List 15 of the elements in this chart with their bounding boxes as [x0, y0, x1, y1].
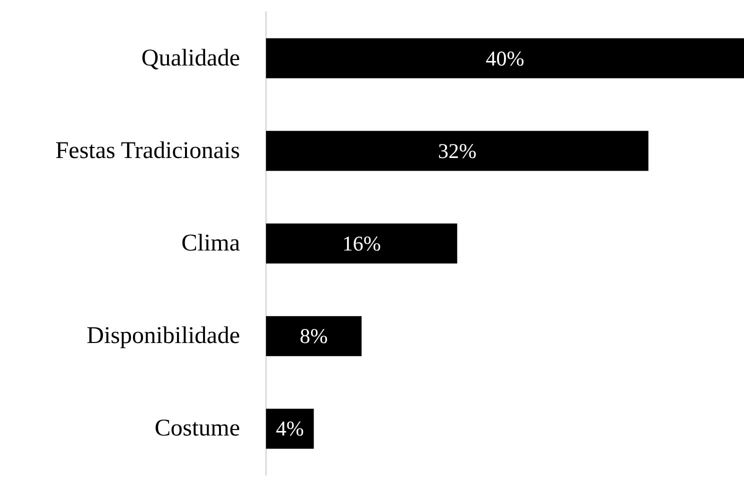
data-label: 16% — [342, 232, 381, 256]
bar — [266, 224, 458, 264]
data-label: 32% — [438, 138, 476, 163]
bar — [266, 38, 744, 78]
data-label: 40% — [486, 46, 524, 70]
bar — [266, 316, 362, 356]
bar — [266, 408, 314, 449]
y-tick-label: Festas Tradicionais — [55, 138, 240, 164]
bar — [266, 130, 648, 171]
data-label: 4% — [276, 416, 304, 441]
data-label: 8% — [300, 324, 328, 348]
y-tick-label: Disponibilidade — [86, 323, 240, 350]
y-tick-label: Qualidade — [141, 45, 240, 72]
y-tick-label: Clima — [181, 230, 240, 256]
y-tick-label: Costume — [154, 416, 240, 442]
